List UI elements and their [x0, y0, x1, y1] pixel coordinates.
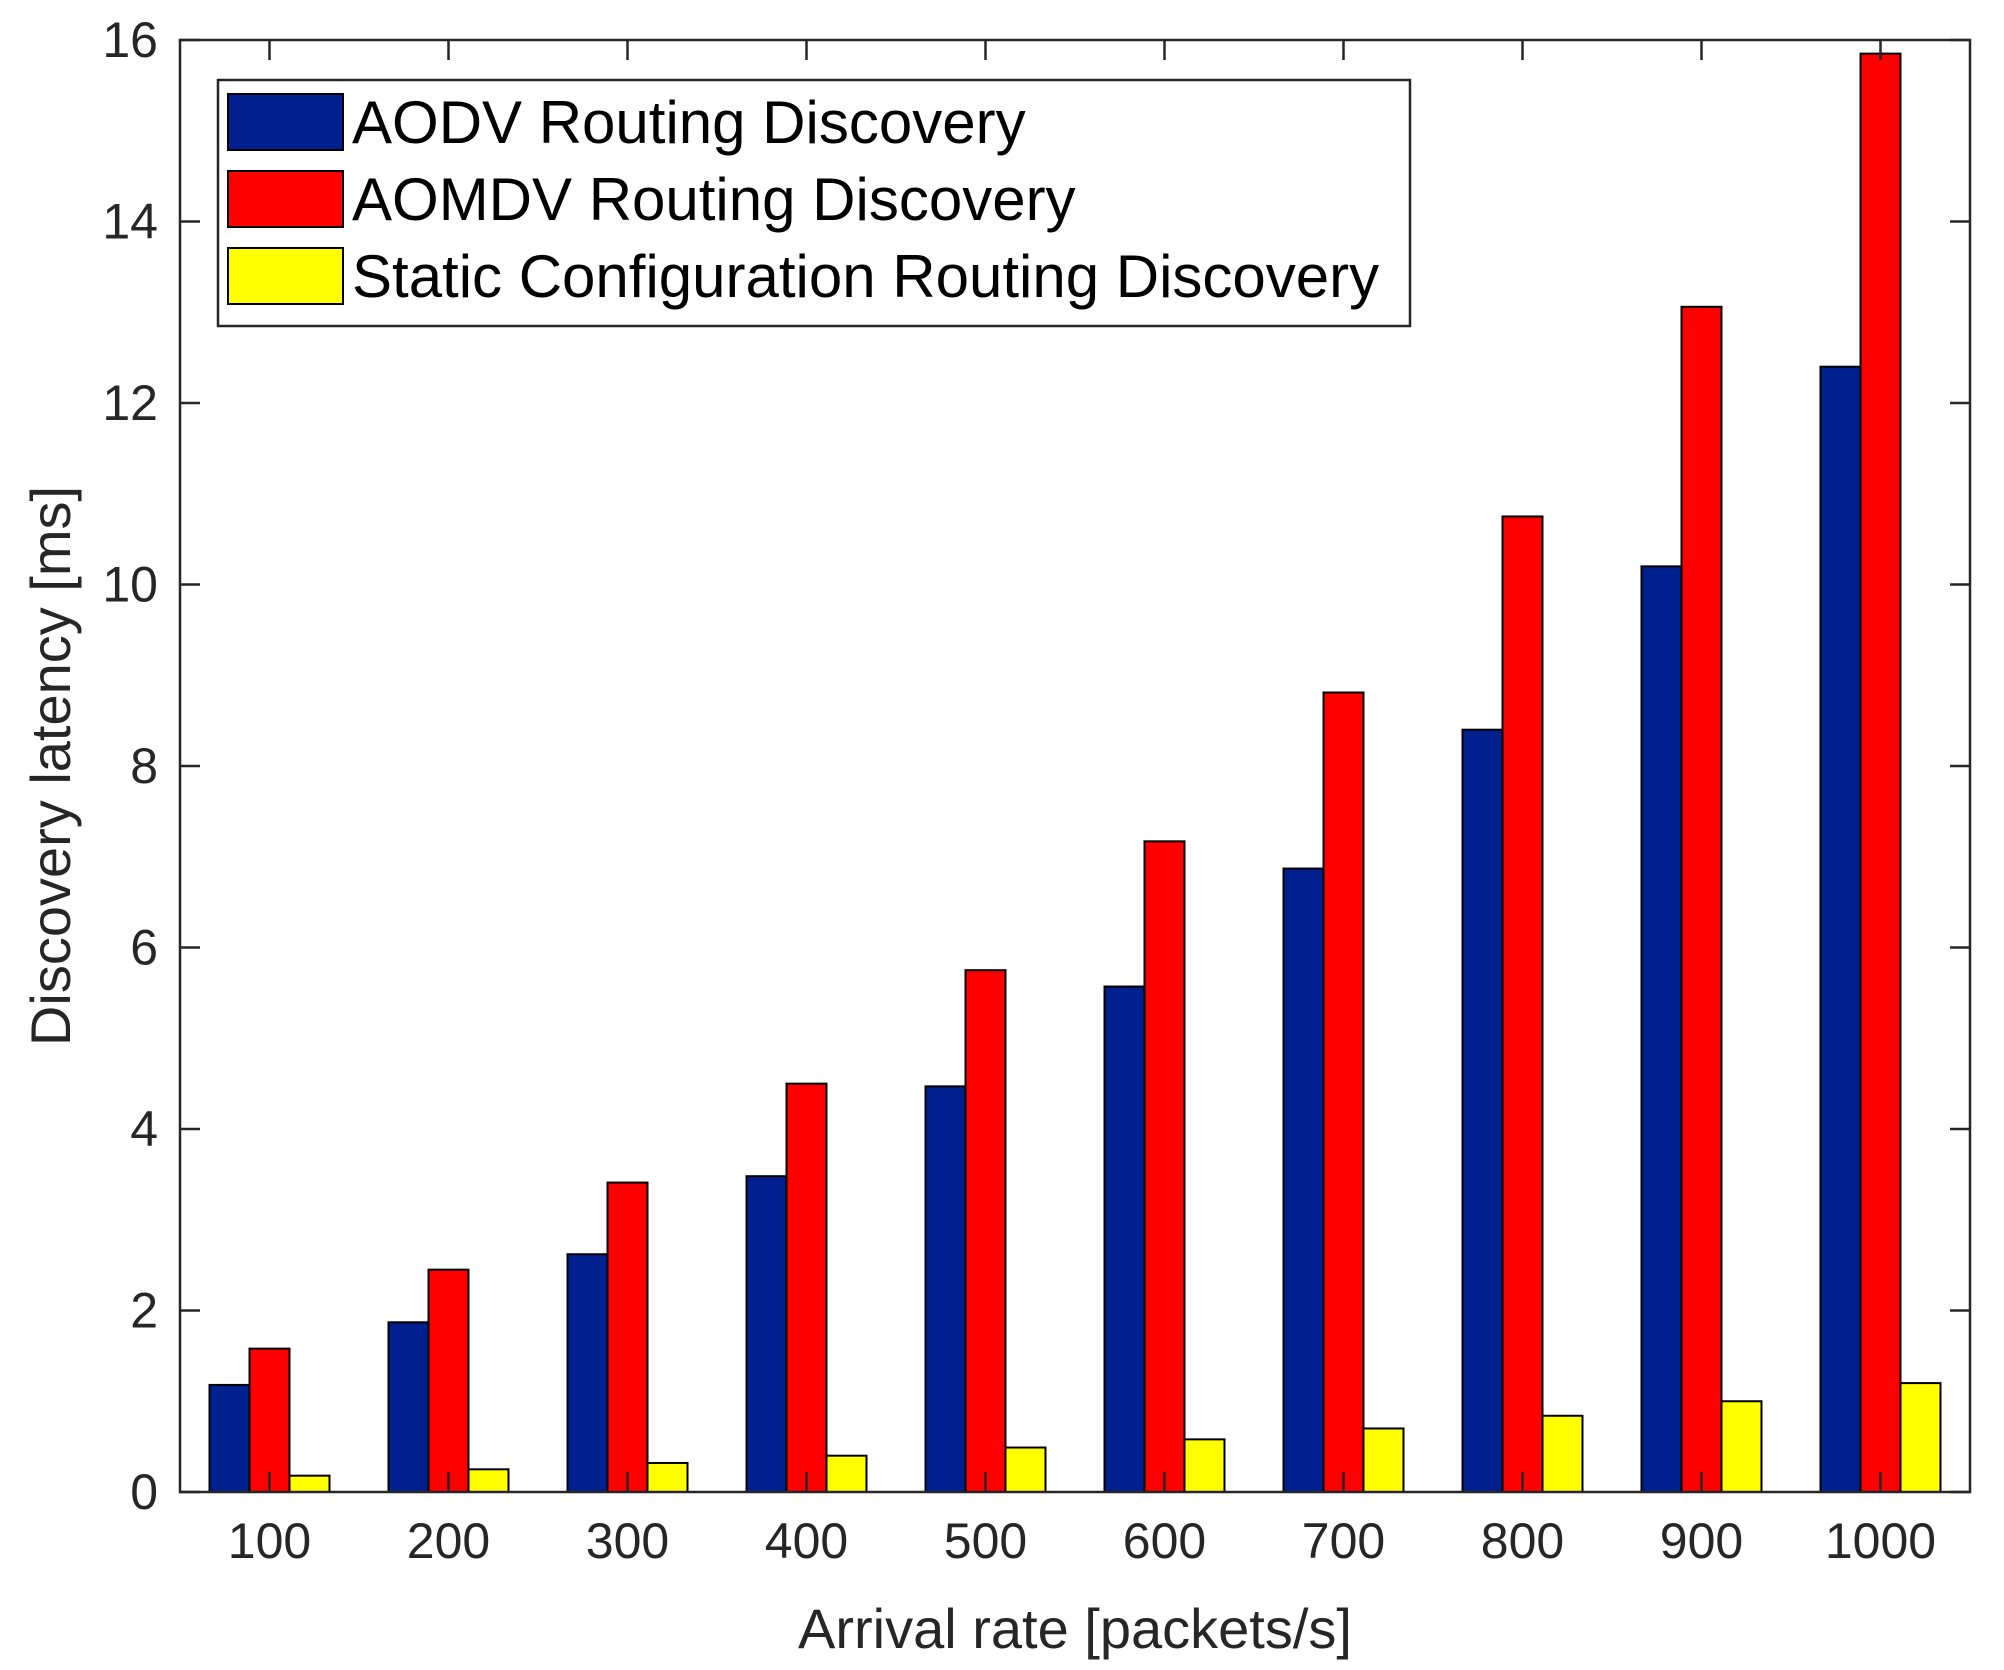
bar-series1-500 — [924, 1085, 967, 1494]
bar-series3-500 — [1004, 1446, 1047, 1493]
bar-series2-1000 — [1859, 52, 1902, 1493]
ticks-layer: 0 2 4 6 8 10 12 14 16 100 200 300 400 500 600 700 800 900… — [102, 12, 1970, 1569]
bar-series3-900 — [1720, 1400, 1763, 1493]
x-tick-label: 100 — [228, 1513, 311, 1569]
legend-label-series1: AODV Routing Discovery — [352, 89, 1026, 156]
bar-series3-300 — [646, 1461, 689, 1493]
x-tick-label: 900 — [1660, 1513, 1743, 1569]
bar-series1-1000 — [1819, 365, 1862, 1494]
bar-series3-1000 — [1899, 1382, 1942, 1493]
bar-series3-200 — [467, 1468, 510, 1493]
x-tick-label: 400 — [765, 1513, 848, 1569]
x-tick-label: 200 — [407, 1513, 490, 1569]
y-tick-label: 10 — [102, 557, 158, 613]
x-tick-label: 600 — [1123, 1513, 1206, 1569]
x-tick-label: 1000 — [1825, 1513, 1936, 1569]
bar-series2-400 — [785, 1082, 828, 1493]
x-tick-label: 800 — [1481, 1513, 1564, 1569]
y-tick-label: 0 — [130, 1464, 158, 1520]
bar-series2-200 — [427, 1268, 470, 1493]
bar-series1-800 — [1461, 728, 1504, 1493]
bar-series1-700 — [1282, 867, 1325, 1493]
bar-series3-700 — [1362, 1427, 1405, 1493]
legend-swatch-series1 — [227, 93, 344, 151]
x-tick-label: 500 — [944, 1513, 1027, 1569]
bar-series2-300 — [606, 1181, 649, 1493]
bar-series1-200 — [387, 1321, 430, 1493]
bar-series2-700 — [1322, 691, 1365, 1493]
bar-series1-100 — [208, 1383, 251, 1494]
bar-series3-400 — [825, 1454, 868, 1493]
x-axis-label: Arrival rate [packets/s] — [798, 1597, 1352, 1660]
legend-label-series2: AOMDV Routing Discovery — [352, 166, 1076, 233]
legend: AODV Routing Discovery AOMDV Routing Disc… — [216, 78, 1412, 328]
y-axis-label: Discovery latency [ms] — [19, 486, 82, 1046]
bar-series2-800 — [1501, 515, 1544, 1493]
y-tick-label: 12 — [102, 375, 158, 431]
y-tick-label: 8 — [130, 738, 158, 794]
y-tick-label: 6 — [130, 920, 158, 976]
legend-swatch-series2 — [227, 170, 344, 228]
bars-layer — [208, 52, 1942, 1494]
x-tick-label: 700 — [1302, 1513, 1385, 1569]
bar-series1-900 — [1640, 565, 1683, 1493]
legend-box — [216, 78, 1412, 328]
y-tick-label: 2 — [130, 1283, 158, 1339]
bar-series2-900 — [1680, 305, 1723, 1493]
legend-swatch-series3 — [227, 247, 344, 305]
y-tick-label: 14 — [102, 194, 158, 250]
bar-series1-300 — [566, 1253, 609, 1493]
y-tick-label: 16 — [102, 12, 158, 68]
bar-series1-600 — [1103, 985, 1146, 1494]
x-tick-label: 300 — [586, 1513, 669, 1569]
bar-series3-600 — [1183, 1438, 1226, 1493]
bar-series2-600 — [1143, 840, 1186, 1493]
bar-series2-100 — [248, 1347, 291, 1493]
legend-label-series3: Static Configuration Routing Discovery — [352, 243, 1379, 310]
bar-series1-400 — [745, 1175, 788, 1493]
bar-series3-800 — [1541, 1414, 1584, 1494]
y-tick-label: 4 — [130, 1101, 158, 1157]
bar-series3-100 — [288, 1474, 331, 1494]
bar-series2-500 — [964, 969, 1007, 1493]
